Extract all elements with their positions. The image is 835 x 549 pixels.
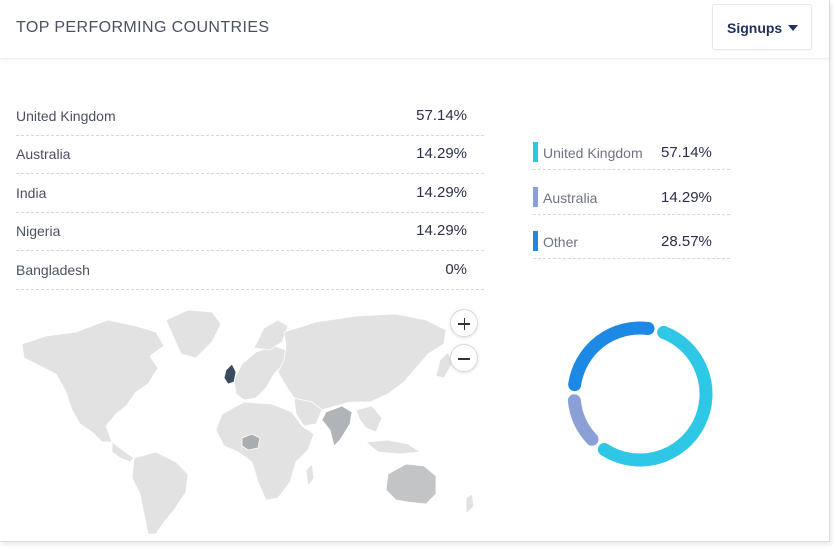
legend-label: Other: [543, 234, 579, 250]
country-percentage: 57.14%: [416, 107, 467, 124]
country-name: India: [16, 185, 47, 201]
asia-shape: [277, 313, 447, 411]
country-row: United Kingdom 57.14%: [16, 98, 484, 136]
zoom-in-button[interactable]: [450, 309, 478, 337]
indonesia-shape: [365, 439, 422, 455]
south-america-shape: [131, 451, 189, 535]
australia-shape: [385, 463, 437, 505]
legend-swatch: [533, 187, 538, 207]
legend-item: Australia 14.29%: [533, 185, 730, 215]
legend-item: Other 28.57%: [533, 229, 730, 259]
donut-slice-other: [568, 321, 655, 392]
legend-percentage: 57.14%: [661, 144, 712, 161]
europe-shape: [233, 345, 287, 401]
world-map[interactable]: [16, 302, 486, 536]
dropdown-label: Signups: [727, 20, 783, 36]
north-america-shape: [21, 319, 165, 443]
greenland-shape: [165, 309, 222, 359]
country-row: Nigeria 14.29%: [16, 213, 484, 251]
legend-swatch: [533, 142, 538, 162]
legend-swatch: [533, 231, 538, 251]
country-row: India 14.29%: [16, 175, 484, 213]
zoom-out-button[interactable]: [450, 344, 478, 372]
country-name: United Kingdom: [16, 108, 116, 124]
central-america-shape: [111, 441, 135, 463]
card-title: TOP PERFORMING COUNTRIES: [16, 19, 270, 36]
legend-percentage: 14.29%: [661, 189, 712, 206]
nigeria-shape: [241, 433, 261, 451]
madagascar-shape: [305, 463, 315, 488]
new-zealand-shape: [465, 493, 475, 515]
united-kingdom-shape: [223, 363, 237, 385]
africa-shape: [215, 401, 315, 501]
middle-east-shape: [293, 397, 323, 427]
donut-slice-united-kingdom: [597, 325, 713, 467]
legend-percentage: 28.57%: [661, 233, 712, 250]
country-percentage: 14.29%: [416, 145, 467, 162]
donut-slice-australia: [567, 394, 599, 446]
country-row: Australia 14.29%: [16, 136, 484, 174]
caret-down-icon: [788, 25, 798, 31]
country-name: Nigeria: [16, 223, 61, 239]
japan-shape: [435, 351, 453, 379]
metric-dropdown[interactable]: Signups: [712, 4, 812, 50]
legend-label: Australia: [543, 190, 598, 206]
country-percentage: 0%: [445, 261, 467, 278]
country-name: Australia: [16, 146, 71, 162]
legend-label: United Kingdom: [543, 145, 643, 161]
india-shape: [321, 405, 353, 447]
country-row: Bangladesh 0%: [16, 252, 484, 290]
country-percentage: 14.29%: [416, 184, 467, 201]
country-percentage: 14.29%: [416, 222, 467, 239]
card-header: TOP PERFORMING COUNTRIES Signups: [0, 0, 829, 59]
legend-item: United Kingdom 57.14%: [533, 140, 730, 170]
country-name: Bangladesh: [16, 262, 90, 278]
donut-chart: [567, 321, 713, 467]
scandinavia-shape: [253, 319, 289, 351]
southeast-asia-shape: [355, 405, 383, 433]
